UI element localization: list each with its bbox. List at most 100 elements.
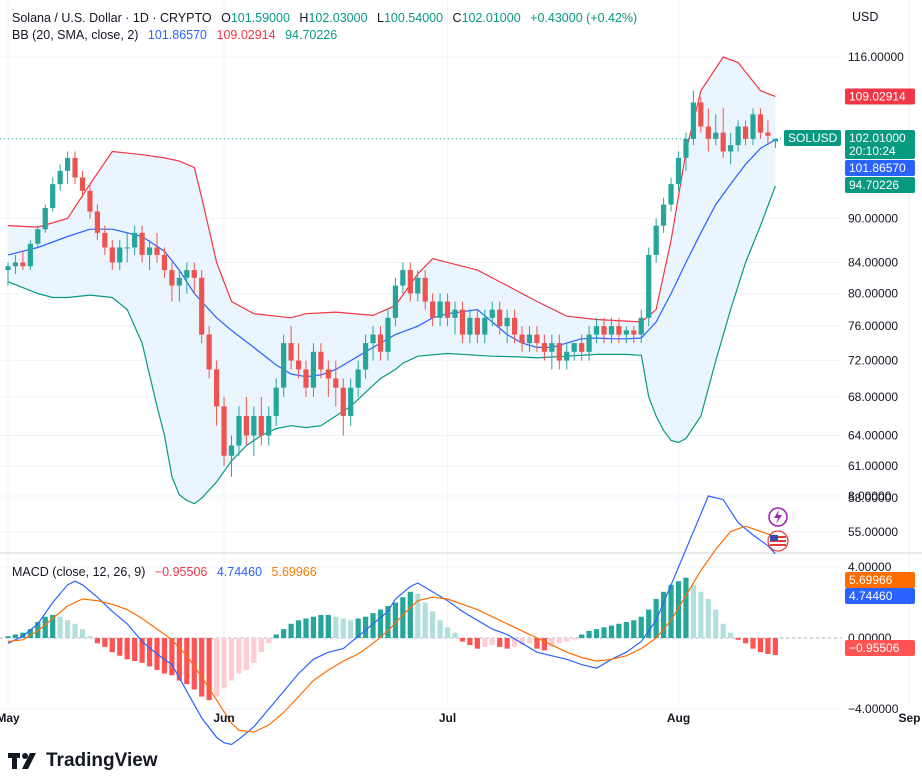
candle bbox=[266, 406, 272, 446]
macd-hist-bar bbox=[556, 638, 562, 644]
price-axis[interactable]: 116.00000 90.00000 84.00000 80.00000 76.0000… bbox=[848, 50, 904, 716]
candle bbox=[400, 262, 406, 294]
macd-hist-bar bbox=[608, 625, 615, 638]
candle-body bbox=[459, 309, 466, 335]
candle bbox=[139, 225, 145, 263]
bb-label[interactable]: BB (20, SMA, close, 2) bbox=[12, 28, 139, 42]
candle bbox=[683, 132, 689, 171]
currency-label[interactable]: USD bbox=[852, 10, 879, 24]
candle-body bbox=[20, 262, 26, 267]
candle bbox=[288, 326, 294, 370]
candle-body bbox=[57, 170, 63, 185]
macd-hist-bar bbox=[333, 616, 339, 638]
candle bbox=[109, 240, 115, 271]
macd-hist-bar bbox=[422, 602, 428, 638]
candle-body bbox=[87, 190, 93, 212]
macd-label[interactable]: MACD (close, 12, 26, 9) bbox=[12, 565, 146, 579]
candle-body bbox=[623, 330, 629, 335]
macd-tick-label: 8.00000 bbox=[848, 489, 892, 503]
candle-body bbox=[325, 369, 331, 379]
candle bbox=[221, 396, 227, 467]
candle bbox=[5, 262, 11, 286]
candle bbox=[601, 317, 607, 344]
macd-hist-bar bbox=[571, 638, 577, 640]
macd-hist-bar bbox=[765, 638, 771, 654]
bb-upper-line bbox=[7, 56, 776, 323]
symbol-title[interactable]: Solana / U.S. Dollar · 1D · CRYPTO bbox=[12, 11, 212, 25]
candle-body bbox=[541, 343, 547, 352]
macd-legend: MACD (close, 12, 26, 9) −0.95506 4.74460… bbox=[12, 564, 323, 580]
macd-hist-bar bbox=[295, 620, 302, 638]
candle bbox=[169, 262, 175, 302]
candle bbox=[661, 197, 667, 233]
candle bbox=[295, 343, 302, 379]
macd-hist-bar bbox=[325, 614, 331, 638]
candle bbox=[526, 326, 533, 352]
candle bbox=[549, 334, 555, 370]
candle bbox=[556, 334, 562, 370]
macd-hist-bar bbox=[489, 638, 495, 646]
candle bbox=[698, 96, 704, 133]
bb-lower-value: 94.70226 bbox=[285, 28, 338, 42]
time-axis[interactable]: May Jun Jul Aug Sep bbox=[0, 711, 920, 725]
candle-body bbox=[146, 247, 153, 255]
macd-hist-bar bbox=[340, 618, 346, 638]
candle-body bbox=[579, 343, 585, 352]
macd-panel bbox=[5, 495, 778, 746]
candle-body bbox=[340, 387, 346, 416]
candle-body bbox=[668, 184, 674, 205]
macd-hist-bar bbox=[191, 638, 197, 690]
candle-body bbox=[132, 232, 138, 248]
candle-body bbox=[50, 184, 56, 209]
bb-upper-tag: 109.02914 bbox=[849, 89, 906, 103]
brand-logo[interactable]: TradingView bbox=[8, 750, 158, 772]
candle bbox=[243, 396, 249, 446]
candle-body bbox=[251, 415, 257, 436]
candle-body bbox=[27, 243, 33, 267]
macd-hist-bar bbox=[288, 623, 294, 638]
candle bbox=[214, 360, 220, 426]
macd-hist-bar bbox=[161, 638, 168, 674]
candle bbox=[437, 293, 443, 327]
macd-hist-bar bbox=[348, 620, 354, 638]
candle bbox=[579, 334, 585, 361]
candle-body bbox=[474, 317, 480, 335]
candle-body bbox=[12, 262, 19, 267]
signal-line bbox=[7, 525, 776, 733]
macd-hist-bar bbox=[713, 609, 719, 638]
candle-body bbox=[228, 445, 235, 456]
candle bbox=[12, 254, 19, 274]
macd-hist-bar bbox=[668, 584, 674, 638]
macd-hist-bar bbox=[146, 638, 153, 667]
candle-body bbox=[407, 270, 413, 294]
candle bbox=[638, 309, 644, 344]
candle-body bbox=[370, 334, 376, 344]
candle-body bbox=[109, 247, 115, 263]
macd-hist-bar bbox=[728, 632, 734, 638]
macd-hist-bar bbox=[65, 620, 71, 638]
candle bbox=[459, 301, 466, 344]
candle bbox=[512, 309, 518, 344]
candle bbox=[444, 293, 451, 327]
candle bbox=[132, 225, 138, 255]
candle bbox=[497, 301, 503, 335]
candle-body bbox=[184, 270, 190, 278]
candle bbox=[281, 334, 287, 397]
macd-tick-label: 4.00000 bbox=[848, 560, 892, 574]
candle-body bbox=[661, 204, 667, 226]
candle-body bbox=[221, 406, 227, 456]
candle bbox=[50, 177, 56, 212]
bb-legend: BB (20, SMA, close, 2) 101.86570 109.029… bbox=[12, 27, 343, 43]
countdown-tag: 20:10:24 bbox=[849, 144, 896, 158]
candle bbox=[340, 378, 346, 436]
macd-hist-bar bbox=[742, 638, 749, 644]
candle bbox=[690, 90, 696, 146]
price-tick-label: 116.00000 bbox=[848, 50, 904, 64]
lightning-icon[interactable] bbox=[767, 506, 789, 528]
candle bbox=[616, 317, 622, 344]
symbol-tag: SOLUSD bbox=[788, 131, 838, 145]
price-tick-label: 72.00000 bbox=[848, 354, 898, 368]
us-flag-icon[interactable] bbox=[767, 530, 789, 552]
